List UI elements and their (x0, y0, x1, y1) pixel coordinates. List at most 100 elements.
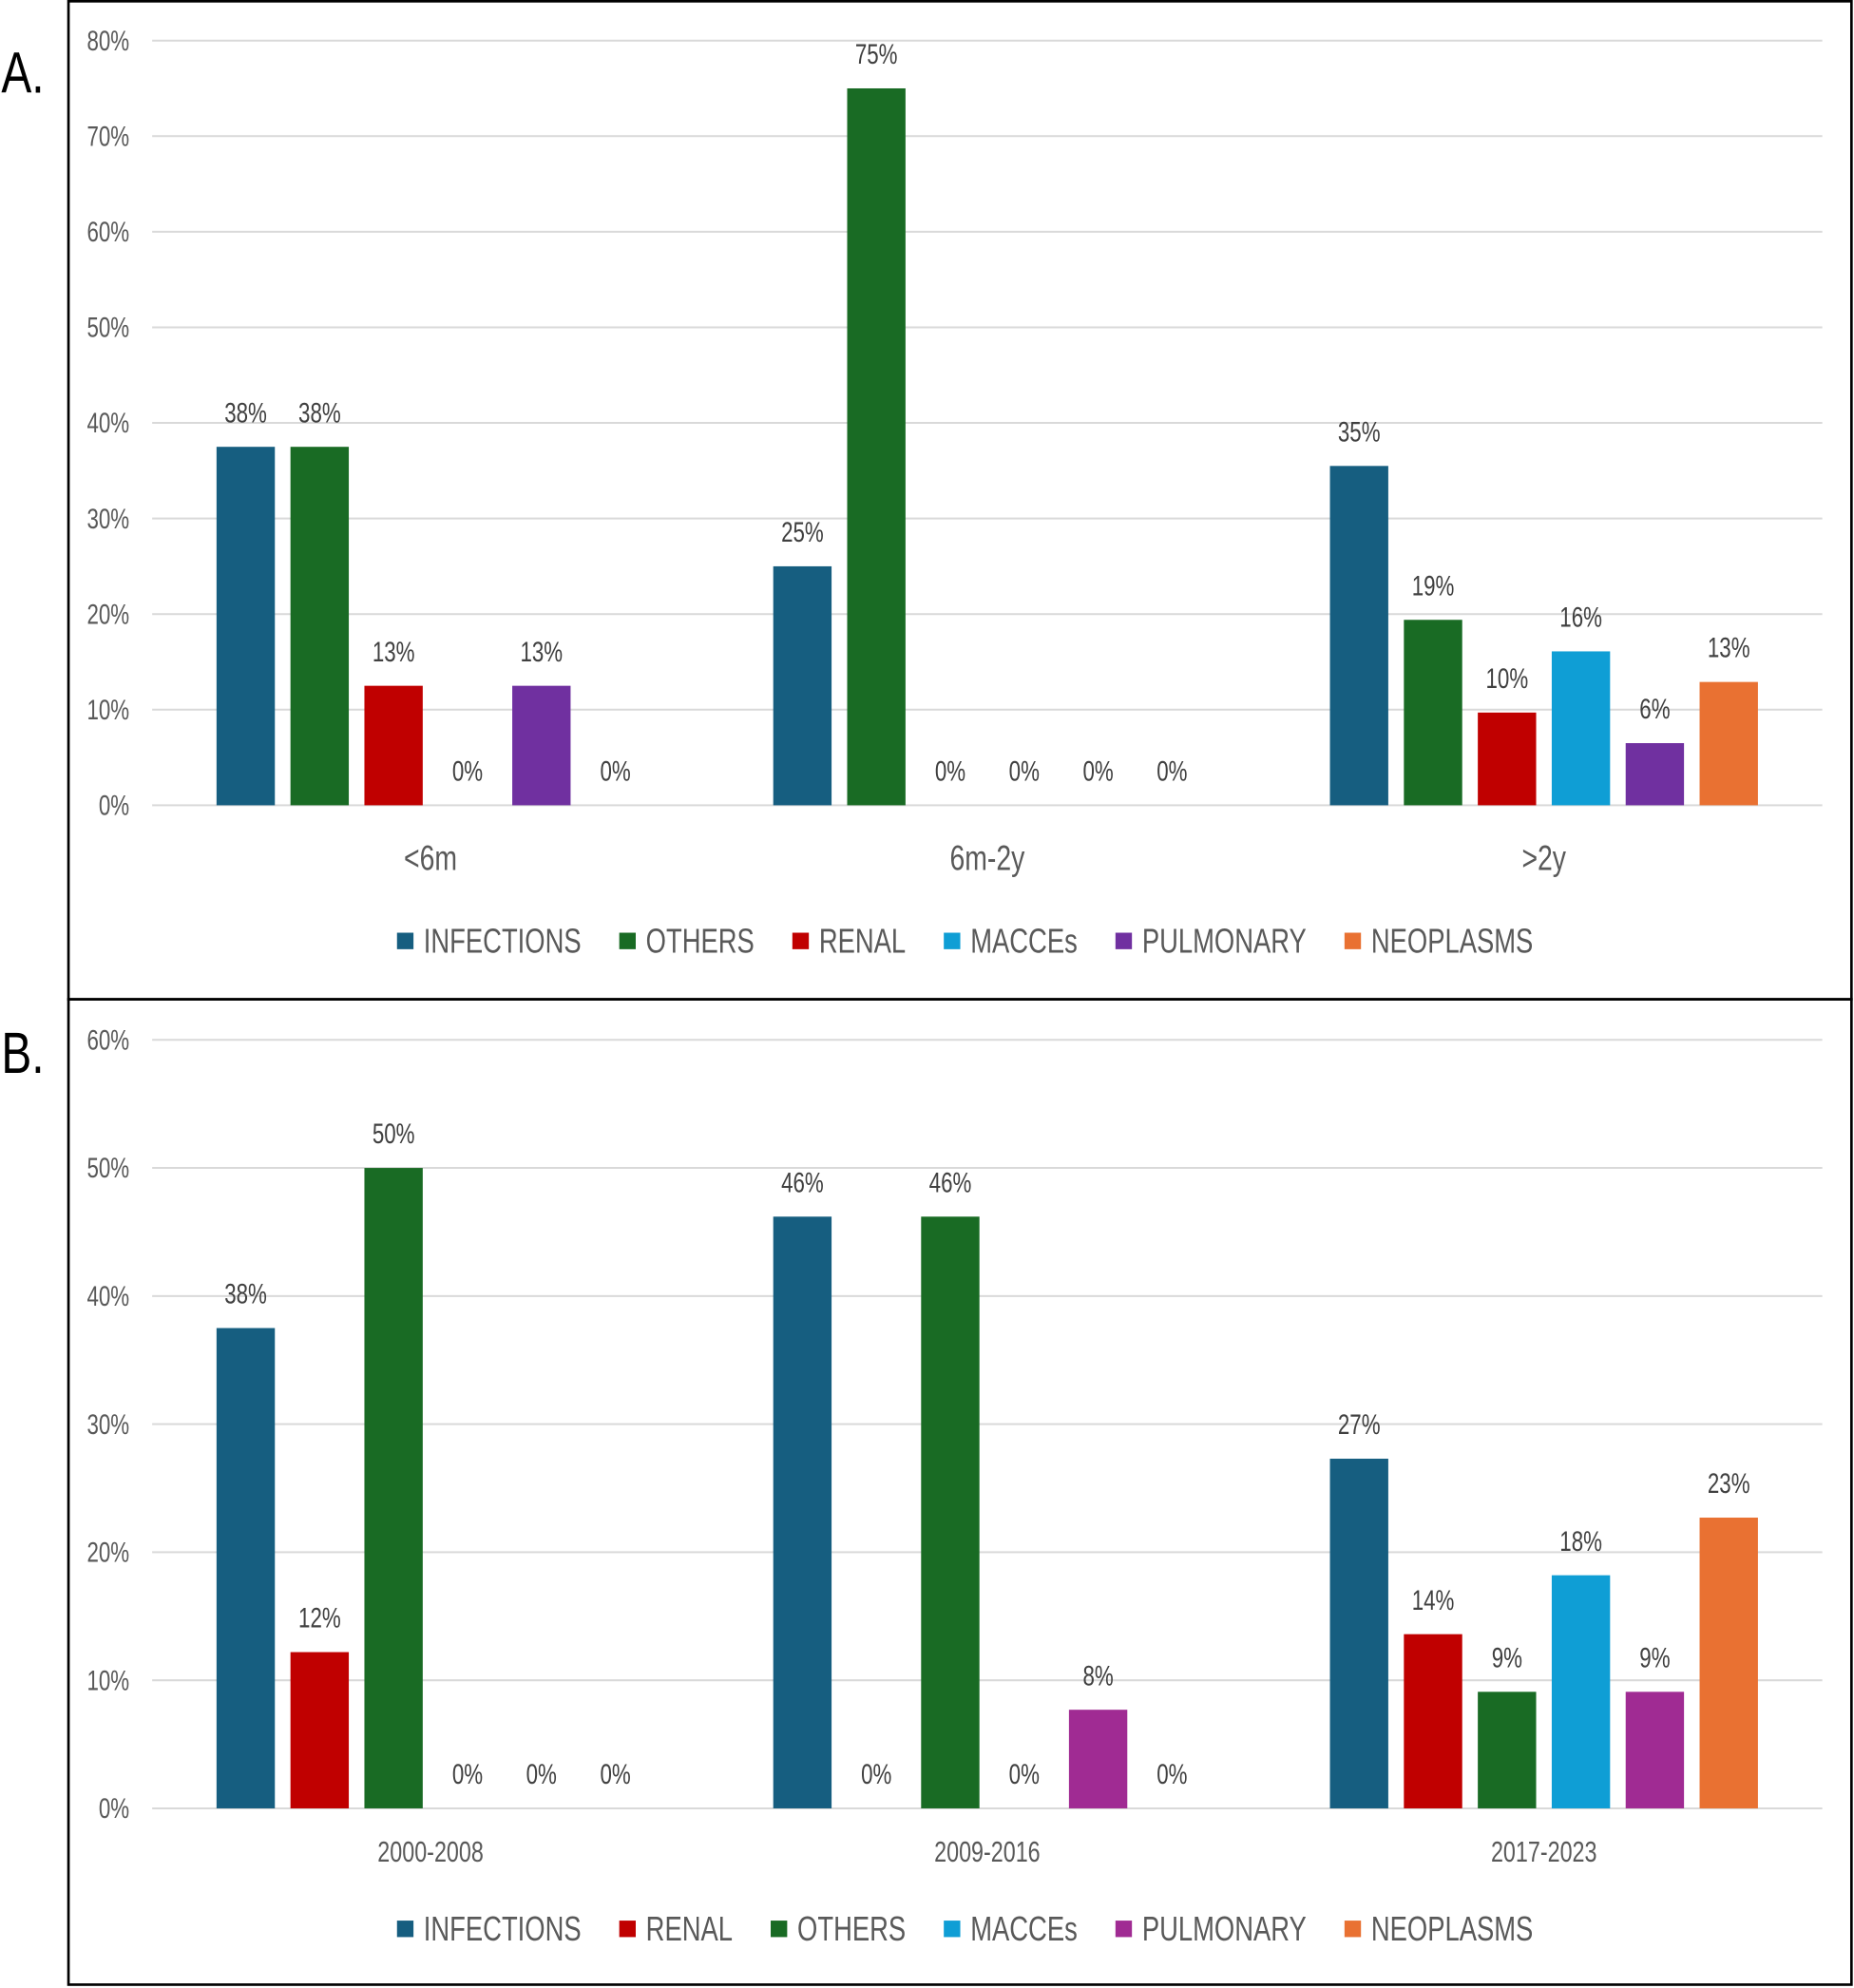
y-tick-label-b-0-group: 0% (99, 1792, 129, 1825)
category-label-a-0: <6m (404, 839, 457, 879)
panel-b: B. 0% 10% 20% 30% 40% 50% 60% 38% 12% 50% 0% 0% 0% 46… (1, 998, 1853, 1986)
legend-label-a-macces-group: MACCEs (970, 922, 1078, 961)
bar-a-neoplasms-2 (1699, 681, 1758, 806)
data-label-b-macces-0: 0% (452, 1758, 483, 1790)
legend-label-a-pulmonary-group: PULMONARY (1142, 922, 1307, 961)
legend-label-a-neoplasms: NEOPLASMS (1371, 922, 1533, 961)
data-label-a-neoplasms-1: 0% (1156, 755, 1187, 787)
data-label-a-pulmonary-0-group: 13% (520, 636, 563, 668)
legend-label-b-infections: INFECTIONS (424, 1909, 582, 1948)
data-label-b-infections-0-group: 38% (224, 1278, 267, 1310)
data-label-b-neoplasms-1: 0% (1156, 1758, 1187, 1790)
bar-b-renal-0 (290, 1652, 350, 1808)
legend-swatch-b-others (771, 1921, 788, 1938)
category-label-b-1: 2009-2016 (934, 1835, 1041, 1868)
legend-swatch-a-neoplasms (1344, 932, 1362, 949)
legend-label-b-infections-group: INFECTIONS (424, 1909, 582, 1948)
legend-swatch-b-macces (944, 1921, 961, 1938)
y-tick-label-a-6-group: 60% (86, 216, 129, 248)
category-label-b-1-group: 2009-2016 (934, 1835, 1041, 1868)
legend-item-a-infections: INFECTIONS (396, 922, 582, 961)
data-label-a-renal-2-group: 10% (1485, 662, 1528, 695)
legend-label-b-macces-group: MACCEs (970, 1909, 1078, 1948)
data-label-a-macces-2: 16% (1559, 602, 1602, 634)
data-label-b-others-0-group: 50% (373, 1118, 415, 1150)
category-label-b-2-group: 2017-2023 (1491, 1835, 1597, 1868)
bar-b-others-2 (1478, 1692, 1537, 1808)
y-tick-label-a-1-group: 10% (86, 694, 129, 726)
data-label-a-neoplasms-0-group: 0% (600, 755, 630, 787)
legend-item-a-others: OTHERS (619, 922, 755, 960)
data-label-a-infections-1: 25% (781, 516, 824, 548)
data-label-a-neoplasms-2-group: 13% (1708, 632, 1750, 664)
data-labels-a: 38% 38% 13% 0% 13% 0% 25% 75% 0% 0% 0% 0% 35% 19% 10% 1… (224, 38, 1749, 787)
data-label-b-others-0: 50% (373, 1118, 415, 1150)
data-label-b-renal-2-group: 14% (1412, 1584, 1455, 1616)
legend-label-b-others-group: OTHERS (797, 1909, 906, 1948)
bar-b-neoplasms-2 (1699, 1518, 1758, 1808)
data-label-a-macces-2-group: 16% (1559, 602, 1602, 634)
data-label-a-renal-1: 0% (935, 755, 965, 787)
data-label-b-others-2: 9% (1492, 1641, 1522, 1673)
data-label-a-macces-0: 0% (452, 755, 483, 787)
y-tick-label-a-1: 10% (86, 694, 129, 726)
legend-label-b-neoplasms: NEOPLASMS (1371, 1909, 1533, 1948)
y-tick-label-a-3-group: 30% (86, 503, 129, 535)
legend-swatch-a-pulmonary (1115, 932, 1133, 949)
x-axis-a: <6m 6m-2y >2y (404, 839, 1566, 879)
y-tick-label-b-4-group: 40% (86, 1280, 129, 1312)
category-label-b-2: 2017-2023 (1491, 1835, 1597, 1868)
bar-a-infections-0 (216, 447, 276, 806)
data-label-a-infections-1-group: 25% (781, 516, 824, 548)
category-label-a-2: >2y (1521, 839, 1566, 879)
bar-chart-a: 0% 10% 20% 30% 40% 50% 60% 70% 80% 38% 38% 13% 0% 13%… (86, 25, 1823, 961)
data-label-a-macces-0-group: 0% (452, 755, 483, 787)
bar-b-renal-2 (1404, 1634, 1462, 1808)
legend-swatch-b-infections (396, 1921, 414, 1938)
data-label-b-others-2-group: 9% (1492, 1641, 1522, 1673)
y-tick-label-a-6: 60% (86, 216, 129, 248)
bar-b-infections-1 (773, 1216, 832, 1808)
data-label-a-infections-0-group: 38% (224, 396, 267, 429)
data-label-b-others-1-group: 46% (929, 1166, 972, 1198)
data-label-b-pulmonary-1: 8% (1082, 1659, 1113, 1692)
y-tick-label-b-5-group: 50% (86, 1152, 129, 1184)
category-label-a-2-group: >2y (1521, 839, 1566, 879)
data-label-b-pulmonary-0-group: 0% (526, 1758, 557, 1790)
data-label-a-others-0: 38% (298, 396, 341, 429)
y-tick-label-b-6: 60% (86, 1023, 129, 1056)
data-label-b-infections-1: 46% (781, 1166, 824, 1198)
bar-b-pulmonary-2 (1625, 1692, 1685, 1808)
legend-label-a-infections: INFECTIONS (424, 922, 582, 961)
y-tick-label-b-0: 0% (99, 1792, 129, 1825)
data-label-a-infections-2-group: 35% (1338, 415, 1381, 448)
y-tick-label-a-0-group: 0% (99, 790, 129, 822)
data-label-b-renal-0-group: 12% (298, 1602, 341, 1634)
x-axis-b: 2000-2008 2009-2016 2017-2023 (377, 1835, 1596, 1868)
y-tick-label-b-2-group: 20% (86, 1537, 129, 1569)
legend-item-b-macces: MACCEs (944, 1909, 1078, 1948)
data-label-a-neoplasms-1-group: 0% (1156, 755, 1187, 787)
bar-a-renal-2 (1478, 712, 1537, 806)
data-label-a-neoplasms-2: 13% (1708, 632, 1750, 664)
data-label-a-infections-2: 35% (1338, 415, 1381, 448)
legend-item-a-neoplasms: NEOPLASMS (1344, 922, 1533, 961)
data-labels-b: 38% 12% 50% 0% 0% 0% 46% 0% 46% 0% 8% 0% 27% 14% 9% 18%… (224, 1118, 1749, 1790)
gridlines-a (152, 39, 1823, 807)
data-label-a-pulmonary-1: 0% (1082, 755, 1113, 787)
category-label-a-0-group: <6m (404, 839, 457, 879)
data-label-a-neoplasms-0: 0% (600, 755, 630, 787)
data-label-b-renal-1-group: 0% (861, 1758, 891, 1790)
bar-b-macces-2 (1551, 1575, 1611, 1808)
data-label-b-pulmonary-1-group: 8% (1082, 1659, 1113, 1692)
data-label-a-pulmonary-1-group: 0% (1082, 755, 1113, 787)
legend-label-b-renal: RENAL (646, 1909, 733, 1948)
gridlines-b (152, 1039, 1823, 1809)
y-tick-label-a-4: 40% (86, 407, 129, 439)
category-label-a-1-group: 6m-2y (949, 839, 1024, 879)
data-label-b-infections-1-group: 46% (781, 1166, 824, 1198)
legend-swatch-a-renal (792, 932, 810, 949)
data-label-b-pulmonary-0: 0% (526, 1758, 557, 1790)
y-tick-label-b-3: 30% (86, 1408, 129, 1441)
